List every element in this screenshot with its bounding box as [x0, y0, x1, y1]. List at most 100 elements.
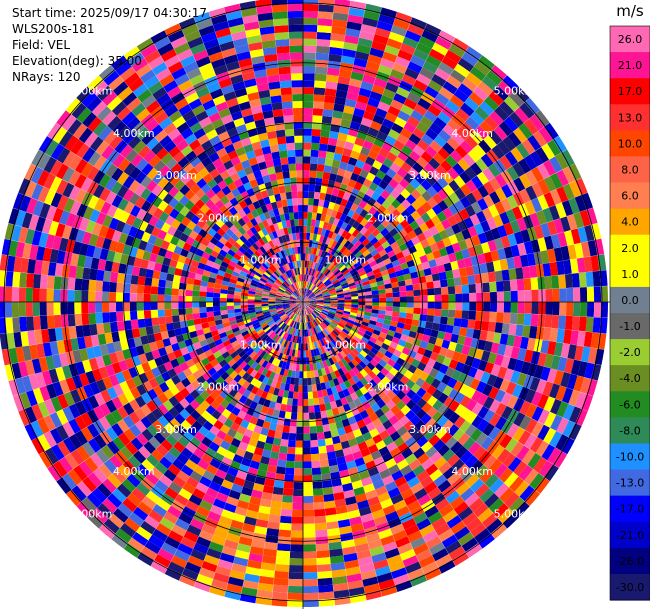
- velocity-gate: [488, 386, 500, 400]
- velocity-gate: [309, 304, 316, 309]
- velocity-gate: [482, 513, 498, 529]
- velocity-gate: [380, 367, 390, 377]
- velocity-gate: [352, 374, 361, 384]
- velocity-gate: [185, 500, 200, 512]
- velocity-gate: [332, 267, 340, 275]
- velocity-gate: [510, 220, 521, 234]
- velocity-gate: [192, 307, 200, 314]
- velocity-gate: [237, 425, 247, 435]
- velocity-gate: [319, 403, 327, 412]
- velocity-gate: [303, 295, 306, 302]
- velocity-gate: [343, 271, 351, 278]
- velocity-gate: [518, 430, 532, 446]
- velocity-gate: [436, 176, 449, 189]
- velocity-gate: [246, 374, 254, 384]
- velocity-gate: [354, 279, 363, 285]
- velocity-gate: [543, 411, 557, 428]
- velocity-gate: [233, 221, 242, 230]
- velocity-gate: [390, 320, 398, 328]
- velocity-gate: [303, 315, 306, 323]
- velocity-gate: [309, 299, 317, 301]
- velocity-gate: [343, 105, 355, 115]
- velocity-gate: [370, 312, 379, 318]
- velocity-gate: [420, 308, 428, 315]
- velocity-gate: [413, 338, 422, 347]
- velocity-gate: [295, 282, 299, 290]
- velocity-gate: [330, 265, 338, 273]
- velocity-gate: [321, 115, 333, 124]
- velocity-gate: [361, 357, 370, 366]
- velocity-gate: [227, 286, 236, 292]
- velocity-gate: [467, 274, 476, 285]
- velocity-gate: [157, 309, 166, 318]
- velocity-gate: [261, 343, 269, 351]
- velocity-gate: [443, 332, 453, 342]
- velocity-gate: [367, 397, 377, 407]
- velocity-gate: [283, 354, 289, 363]
- velocity-gate: [46, 302, 54, 316]
- velocity-gate: [461, 52, 479, 67]
- velocity-gate: [331, 363, 338, 372]
- velocity-gate: [409, 178, 421, 190]
- velocity-gate: [241, 243, 250, 251]
- velocity-gate: [146, 412, 158, 425]
- velocity-gate: [171, 302, 179, 309]
- velocity-gate: [42, 342, 53, 357]
- velocity-gate: [186, 277, 195, 285]
- velocity-gate: [347, 415, 357, 425]
- velocity-gate: [303, 302, 309, 307]
- velocity-gate: [314, 80, 327, 89]
- velocity-gate: [300, 343, 303, 351]
- velocity-gate: [271, 493, 283, 502]
- velocity-gate: [400, 188, 411, 199]
- velocity-gate: [252, 262, 260, 270]
- velocity-gate: [298, 296, 303, 302]
- velocity-gate: [103, 270, 112, 282]
- velocity-gate: [259, 320, 267, 327]
- velocity-gate: [336, 219, 344, 228]
- velocity-gate: [275, 303, 283, 305]
- velocity-gate: [357, 556, 373, 567]
- velocity-gate: [290, 419, 297, 427]
- velocity-gate: [400, 262, 409, 270]
- velocity-gate: [246, 366, 255, 375]
- velocity-gate: [252, 334, 260, 342]
- velocity-gate: [246, 273, 254, 280]
- velocity-gate: [328, 201, 336, 210]
- velocity-gate: [448, 252, 457, 263]
- velocity-gate: [320, 185, 328, 194]
- velocity-gate: [225, 228, 235, 238]
- velocity-gate: [267, 429, 276, 438]
- velocity-gate: [219, 380, 229, 390]
- velocity-gate: [310, 328, 314, 336]
- velocity-gate: [378, 14, 395, 26]
- velocity-gate: [378, 359, 388, 368]
- velocity-gate: [194, 394, 205, 405]
- velocity-gate: [364, 382, 373, 392]
- velocity-gate: [377, 389, 387, 399]
- velocity-gate: [425, 374, 436, 385]
- velocity-gate: [160, 152, 174, 165]
- velocity-gate: [227, 312, 236, 318]
- velocity-gate: [131, 237, 142, 249]
- velocity-gate: [482, 292, 491, 302]
- velocity-gate: [319, 313, 327, 319]
- velocity-gate: [238, 273, 246, 280]
- velocity-gate: [403, 494, 418, 506]
- velocity-gate: [271, 246, 278, 254]
- velocity-gate: [546, 368, 558, 384]
- velocity-gate: [231, 187, 241, 198]
- velocity-gate: [442, 81, 458, 95]
- velocity-gate: [397, 280, 406, 287]
- velocity-gate: [334, 226, 341, 235]
- velocity-gate: [323, 102, 335, 111]
- velocity-gate: [550, 398, 562, 415]
- velocity-gate: [189, 194, 200, 205]
- velocity-gate: [344, 98, 357, 108]
- velocity-gate: [419, 222, 430, 233]
- velocity-gate: [227, 237, 236, 246]
- velocity-gate: [486, 261, 495, 273]
- velocity-gate: [211, 578, 228, 590]
- velocity-gate: [368, 206, 378, 216]
- velocity-gate: [568, 163, 582, 181]
